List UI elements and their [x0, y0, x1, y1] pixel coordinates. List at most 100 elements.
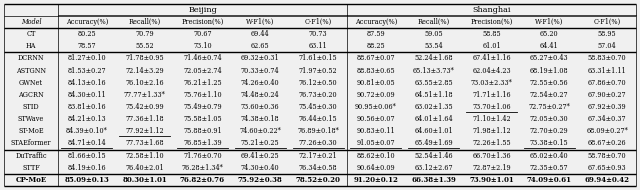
Text: 74.38±0.18: 74.38±0.18 [241, 115, 280, 123]
Text: 65.27±0.43: 65.27±0.43 [530, 54, 568, 62]
Text: Model: Model [20, 18, 42, 26]
Text: 88.62±0.10: 88.62±0.10 [356, 152, 396, 160]
Text: 80.25: 80.25 [77, 30, 96, 38]
Text: 64.41: 64.41 [540, 42, 559, 50]
Text: 61.01: 61.01 [482, 42, 501, 50]
Text: 76.82±0.76: 76.82±0.76 [180, 176, 225, 184]
Text: 67.41±1.16: 67.41±1.16 [472, 54, 511, 62]
Text: 63.31±1.11: 63.31±1.11 [588, 66, 627, 74]
Text: 65.13±3.73*: 65.13±3.73* [413, 66, 454, 74]
Text: 75.21±0.25: 75.21±0.25 [241, 139, 280, 147]
Text: 72.26±1.55: 72.26±1.55 [472, 139, 511, 147]
Text: 74.09±0.61: 74.09±0.61 [527, 176, 572, 184]
Text: 90.56±0.07: 90.56±0.07 [356, 115, 396, 123]
Text: 90.72±0.09: 90.72±0.09 [356, 91, 396, 99]
Text: 72.05±0.30: 72.05±0.30 [530, 115, 568, 123]
Text: 75.49±0.79: 75.49±0.79 [183, 103, 222, 111]
Text: 67.92±0.39: 67.92±0.39 [588, 103, 627, 111]
Text: 78.52±0.20: 78.52±0.20 [296, 176, 340, 184]
Text: 76.73±0.20: 76.73±0.20 [299, 91, 337, 99]
Text: 74.26±0.40: 74.26±0.40 [241, 79, 280, 87]
Text: 69.44: 69.44 [251, 30, 269, 38]
Text: 63.02±1.35: 63.02±1.35 [414, 103, 453, 111]
Text: AGCRN: AGCRN [18, 91, 44, 99]
Text: 76.85±1.39: 76.85±1.39 [183, 139, 222, 147]
Text: ASTGNN: ASTGNN [16, 66, 46, 74]
Text: 62.65: 62.65 [251, 42, 269, 50]
Text: 75.45±0.30: 75.45±0.30 [299, 103, 337, 111]
Text: 81.66±0.15: 81.66±0.15 [68, 152, 106, 160]
Text: STAEformer: STAEformer [11, 139, 51, 147]
Text: 65.20: 65.20 [540, 30, 559, 38]
Text: 88.25: 88.25 [367, 42, 385, 50]
Text: 75.42±0.99: 75.42±0.99 [125, 103, 164, 111]
Text: W-F1(%): W-F1(%) [246, 18, 275, 26]
Text: 64.51±1.18: 64.51±1.18 [414, 91, 453, 99]
Text: 77.92±1.12: 77.92±1.12 [125, 127, 164, 135]
Text: 84.71±0.14: 84.71±0.14 [68, 139, 106, 147]
Text: W-F1(%): W-F1(%) [535, 18, 563, 26]
Text: 73.90±1.01: 73.90±1.01 [469, 176, 514, 184]
Text: 75.58±1.05: 75.58±1.05 [183, 115, 222, 123]
Text: 70.33±0.74: 70.33±0.74 [241, 66, 280, 74]
Text: 74.60±0.22*: 74.60±0.22* [239, 127, 281, 135]
Text: 55.52: 55.52 [136, 42, 154, 50]
Text: 76.34±0.58: 76.34±0.58 [299, 164, 337, 172]
Text: Precision(%): Precision(%) [181, 18, 224, 26]
Text: 76.12±0.50: 76.12±0.50 [299, 79, 337, 87]
Text: 72.55±0.56: 72.55±0.56 [530, 79, 568, 87]
Text: C-F1(%): C-F1(%) [305, 18, 332, 26]
Text: 72.54±0.27: 72.54±0.27 [530, 91, 568, 99]
Text: 74.48±0.24: 74.48±0.24 [241, 91, 280, 99]
Text: 70.73: 70.73 [308, 30, 328, 38]
Text: 76.10±2.16: 76.10±2.16 [125, 79, 164, 87]
Text: 73.60±0.36: 73.60±0.36 [241, 103, 280, 111]
Text: 68.67±0.26: 68.67±0.26 [588, 139, 627, 147]
Text: 52.24±1.68: 52.24±1.68 [414, 54, 453, 62]
Text: 84.19±0.16: 84.19±0.16 [68, 164, 106, 172]
Text: 68.19±1.08: 68.19±1.08 [530, 66, 568, 74]
Text: 66.38±1.39: 66.38±1.39 [412, 176, 456, 184]
Text: 64.60±1.01: 64.60±1.01 [414, 127, 453, 135]
Text: 85.09±0.13: 85.09±0.13 [65, 176, 109, 184]
Text: 87.59: 87.59 [367, 30, 385, 38]
Text: DCRNN: DCRNN [18, 54, 44, 62]
Text: 80.30±1.01: 80.30±1.01 [122, 176, 167, 184]
Text: 72.70±0.29: 72.70±0.29 [530, 127, 568, 135]
Text: 72.17±0.21: 72.17±0.21 [299, 152, 337, 160]
Text: 73.38±0.15: 73.38±0.15 [530, 139, 568, 147]
Text: HA: HA [26, 42, 36, 50]
Text: 90.81±0.05: 90.81±0.05 [356, 79, 396, 87]
Text: 72.75±0.27*: 72.75±0.27* [529, 103, 570, 111]
Text: Beijing: Beijing [188, 6, 217, 14]
Text: 76.21±1.25: 76.21±1.25 [183, 79, 222, 87]
Text: 71.71±1.16: 71.71±1.16 [472, 91, 511, 99]
Text: 58.83±0.70: 58.83±0.70 [588, 54, 627, 62]
Text: CT: CT [26, 30, 36, 38]
Text: 81.53±0.27: 81.53±0.27 [68, 66, 106, 74]
Text: ST-MoE: ST-MoE [18, 127, 44, 135]
Text: 84.30±0.11: 84.30±0.11 [68, 91, 106, 99]
Text: 76.28±1.34*: 76.28±1.34* [182, 164, 223, 172]
Text: 69.41±0.25: 69.41±0.25 [241, 152, 280, 160]
Text: 72.35±0.57: 72.35±0.57 [530, 164, 568, 172]
Text: 70.79: 70.79 [136, 30, 154, 38]
Text: Recall(%): Recall(%) [129, 18, 161, 26]
Text: 71.98±1.12: 71.98±1.12 [472, 127, 511, 135]
Text: CP-MoE: CP-MoE [15, 176, 47, 184]
Text: 83.81±0.16: 83.81±0.16 [68, 103, 106, 111]
Text: 81.27±0.10: 81.27±0.10 [68, 54, 106, 62]
Text: 75.88±0.91: 75.88±0.91 [183, 127, 222, 135]
Text: STID: STID [22, 103, 39, 111]
Text: 84.39±0.10*: 84.39±0.10* [66, 127, 108, 135]
Text: 77.26±0.30: 77.26±0.30 [299, 139, 337, 147]
Text: 73.70±1.06: 73.70±1.06 [472, 103, 511, 111]
Text: 71.78±0.95: 71.78±0.95 [125, 54, 164, 62]
Text: 69.32±0.31: 69.32±0.31 [241, 54, 280, 62]
Text: C-F1(%): C-F1(%) [593, 18, 621, 26]
Text: 90.64±0.09: 90.64±0.09 [356, 164, 396, 172]
Text: 71.46±0.74: 71.46±0.74 [183, 54, 222, 62]
Text: Accuracy(%): Accuracy(%) [355, 18, 397, 26]
Text: 63.55±2.85: 63.55±2.85 [414, 79, 453, 87]
Text: 74.30±0.40: 74.30±0.40 [241, 164, 280, 172]
